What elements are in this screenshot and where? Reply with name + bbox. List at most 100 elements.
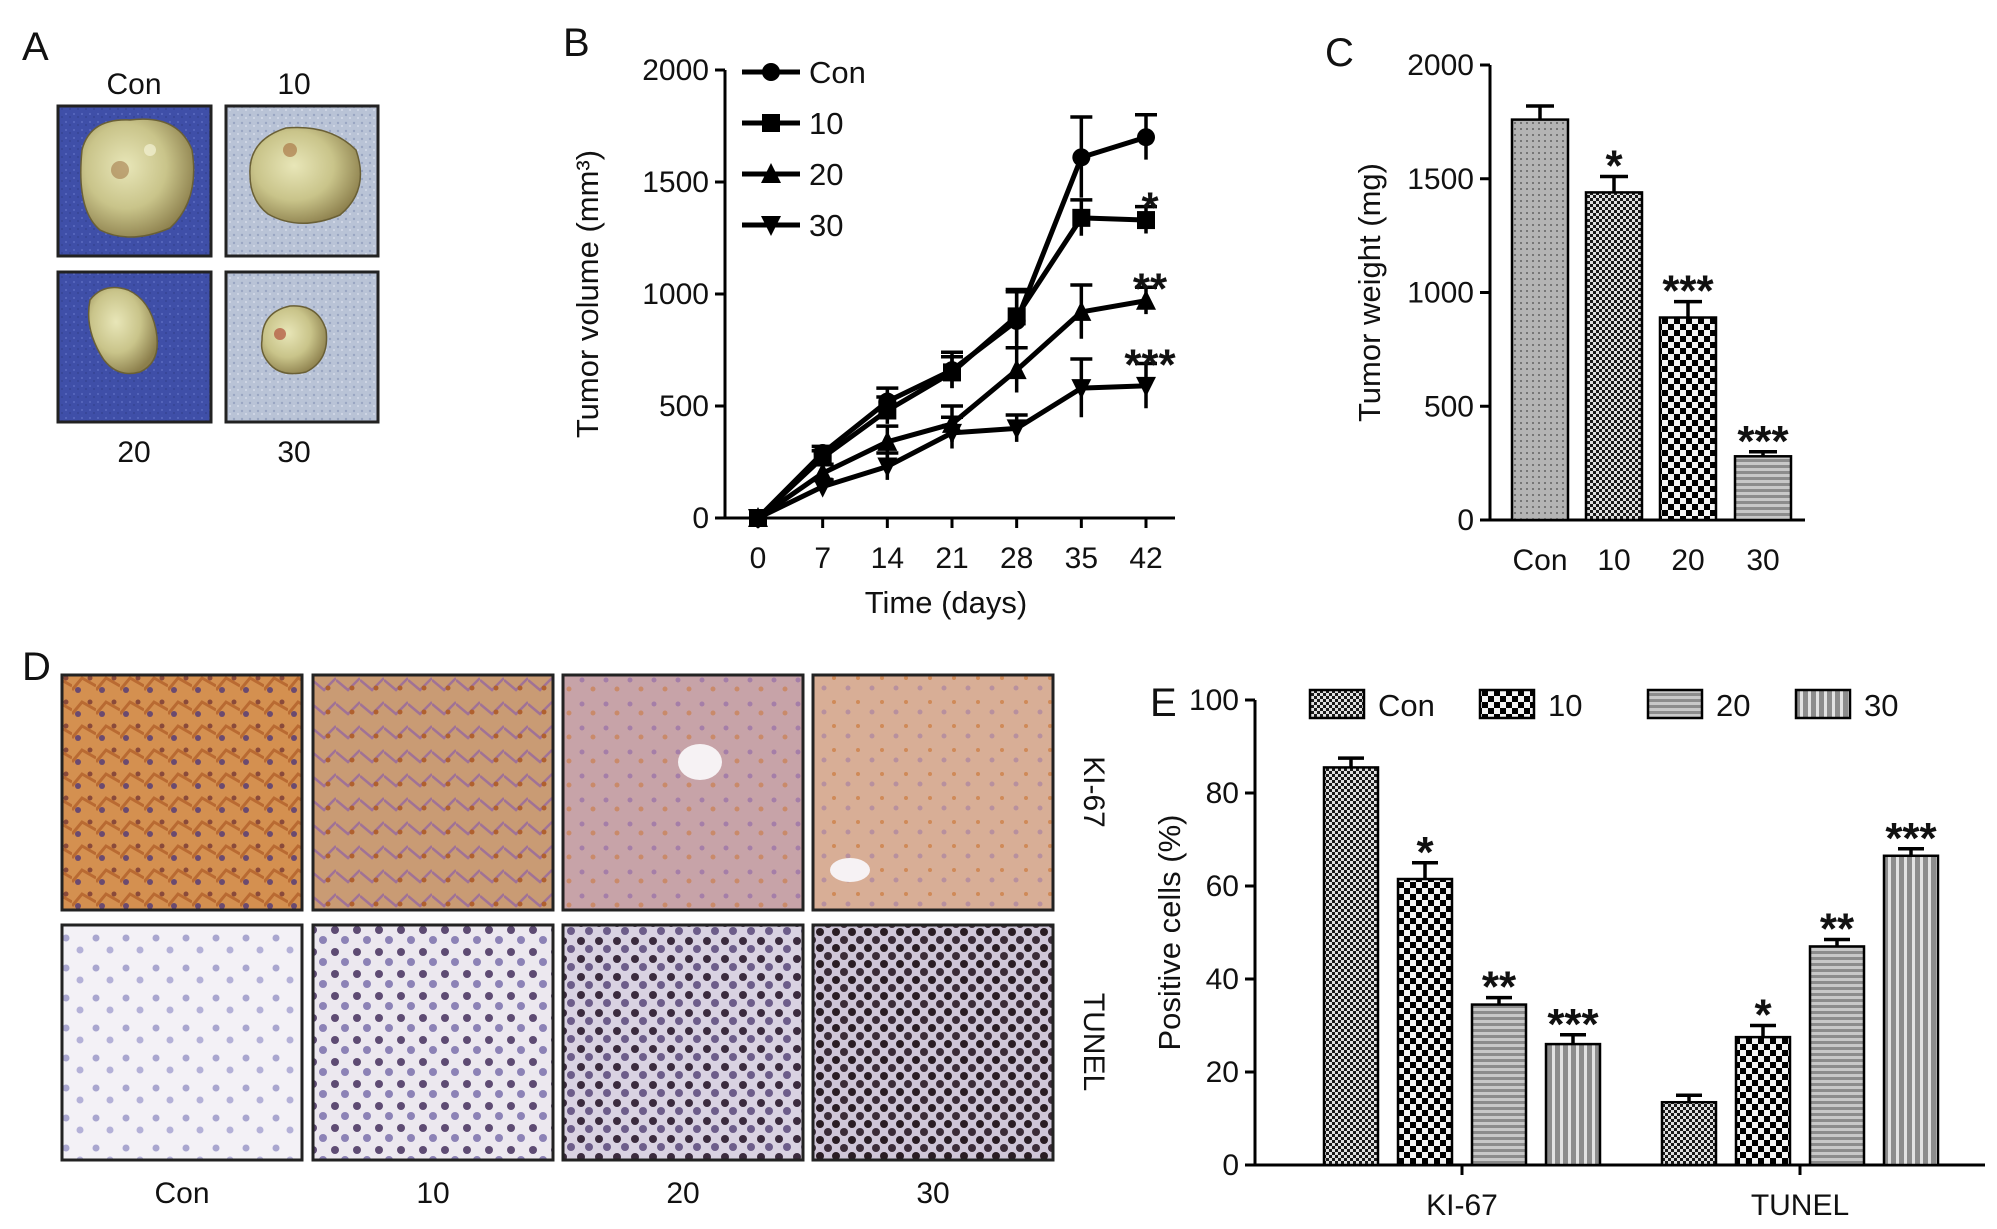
e-bar-tunel-20 bbox=[1808, 945, 1866, 1167]
b-series-con-point-35 bbox=[1072, 148, 1091, 167]
panel-d-caption-20: 20 bbox=[666, 1177, 699, 1210]
panel-d-caption-30: 30 bbox=[916, 1177, 949, 1210]
panel-a: A Con 10 20 30 bbox=[22, 25, 380, 469]
panel-c-label: C bbox=[1325, 31, 1354, 75]
b-series-con-legend-marker bbox=[762, 63, 780, 81]
b-x-tick-label-14: 14 bbox=[871, 542, 904, 575]
b-series-con: Con bbox=[742, 55, 1157, 527]
b-series-30: *** 30 bbox=[742, 208, 1177, 529]
c-y-tick-label-500: 500 bbox=[1424, 390, 1474, 423]
e-bar-tunel-con bbox=[1660, 1100, 1718, 1167]
e-legend-10-swatch bbox=[1478, 688, 1536, 720]
b-series-10: * 10 bbox=[742, 106, 1159, 527]
b-series-30-point-0 bbox=[748, 509, 768, 529]
b-series-10-legend-marker bbox=[762, 114, 780, 132]
e-bar-ki-67-30 bbox=[1544, 1042, 1602, 1167]
c-bar-10-error bbox=[1600, 174, 1628, 193]
b-series-10-significance: * bbox=[1141, 184, 1159, 233]
c-bar-10 bbox=[1584, 191, 1644, 522]
e-bar-ki-67-20 bbox=[1470, 1003, 1528, 1167]
b-series-10-point-42 bbox=[1137, 211, 1155, 230]
e-legend-30-label: 30 bbox=[1864, 688, 1898, 723]
e-legend-10-label: 10 bbox=[1548, 688, 1582, 723]
ihc-tunel-20 bbox=[561, 923, 805, 1162]
e-legend-con-swatch bbox=[1308, 688, 1366, 720]
e-y-tick-label-80: 80 bbox=[1206, 777, 1239, 810]
b-series-20-significance: ** bbox=[1133, 264, 1168, 313]
b-x-tick-label-0: 0 bbox=[750, 542, 767, 575]
panel-d-row-label-ki67: KI-67 bbox=[1077, 756, 1110, 828]
ihc-ki67-10 bbox=[311, 673, 555, 912]
e-bar-tunel-10 bbox=[1734, 1035, 1792, 1167]
e-bar-ki-67-30-significance: *** bbox=[1547, 1000, 1599, 1049]
c-y-axis-label: Tumor weight (mg) bbox=[1352, 163, 1387, 422]
panel-b-line-chart: B 0 500 1000 1500 2000 0 7 14 21 28 35 42 Time (days… bbox=[563, 21, 1177, 620]
panel-c-bar-chart: C 0 500 1000 1500 2000 Tumor weight (mg) Con 10… bbox=[1325, 31, 1805, 577]
c-x-tick-label-20: 20 bbox=[1671, 544, 1704, 577]
e-bar-ki-67-20-significance: ** bbox=[1482, 963, 1517, 1012]
b-x-tick-label-7: 7 bbox=[814, 542, 831, 575]
c-bar-20 bbox=[1658, 316, 1718, 522]
e-bar-tunel-30 bbox=[1882, 854, 1940, 1167]
ihc-ki67-30-lumen bbox=[830, 858, 870, 882]
b-series-30-legend-marker bbox=[761, 216, 781, 236]
tumor-photo-20 bbox=[56, 270, 213, 424]
e-bar-tunel-20-significance: ** bbox=[1820, 904, 1855, 953]
b-series-20-point-28 bbox=[1006, 359, 1027, 380]
b-y-axis-label: Tumor volume (mm³) bbox=[570, 150, 605, 438]
panel-d-row-label-tunel: TUNEL bbox=[1077, 993, 1110, 1091]
panel-a-caption-30: 30 bbox=[277, 436, 310, 469]
e-y-tick-label-60: 60 bbox=[1206, 870, 1239, 903]
b-series-20-legend-label: 20 bbox=[809, 157, 843, 192]
b-series-30-point-21 bbox=[942, 423, 962, 444]
e-legend-20-label: 20 bbox=[1716, 688, 1750, 723]
b-y-tick-label-1500: 1500 bbox=[642, 166, 709, 199]
c-y-tick-label-1500: 1500 bbox=[1407, 163, 1474, 196]
tumor-photo-10 bbox=[224, 104, 380, 258]
c-x-tick-label-10: 10 bbox=[1597, 544, 1630, 577]
b-series-10-point-21 bbox=[943, 363, 961, 382]
c-bar-con bbox=[1510, 118, 1570, 522]
e-legend-30-swatch bbox=[1794, 688, 1852, 720]
b-series-10-point-7 bbox=[813, 448, 832, 467]
panel-d-caption-con: Con bbox=[154, 1177, 209, 1210]
panel-a-label: A bbox=[22, 25, 49, 69]
panel-a-caption-20: 20 bbox=[117, 436, 150, 469]
b-x-axis-label: Time (days) bbox=[865, 585, 1027, 620]
b-series-10-point-28 bbox=[1007, 307, 1026, 326]
c-bar-30-significance: *** bbox=[1737, 417, 1789, 466]
b-series-30-point-7 bbox=[812, 477, 833, 498]
c-y-tick-label-1000: 1000 bbox=[1407, 277, 1474, 310]
e-y-tick-label-0: 0 bbox=[1222, 1149, 1239, 1182]
b-series-30-point-42 bbox=[1136, 376, 1156, 397]
b-x-tick-label-35: 35 bbox=[1065, 542, 1098, 575]
e-bar-tunel-10-significance: * bbox=[1754, 991, 1772, 1040]
tumor-photo-con bbox=[56, 104, 213, 258]
b-series-30-legend-label: 30 bbox=[809, 208, 843, 243]
e-bar-ki-67-10-error bbox=[1412, 861, 1438, 880]
b-series-10-legend-label: 10 bbox=[809, 106, 843, 141]
b-y-tick-label-500: 500 bbox=[659, 390, 709, 423]
panel-a-caption-con: Con bbox=[106, 68, 161, 101]
e-x-tick-label-tunel: TUNEL bbox=[1751, 1189, 1849, 1222]
b-series-20-legend-marker bbox=[761, 163, 781, 183]
b-series-30-significance: *** bbox=[1124, 340, 1176, 389]
panel-a-caption-10: 10 bbox=[277, 68, 310, 101]
c-y-tick-label-0: 0 bbox=[1457, 504, 1474, 537]
b-series-20-point-7 bbox=[812, 462, 833, 483]
c-bar-20-significance: *** bbox=[1662, 267, 1714, 316]
ihc-ki67-20-lumen bbox=[678, 744, 722, 780]
c-y-tick-label-2000: 2000 bbox=[1407, 49, 1474, 82]
e-bar-ki-67-con bbox=[1322, 766, 1380, 1167]
c-bar-con-error bbox=[1526, 104, 1554, 120]
b-x-tick-label-28: 28 bbox=[1000, 542, 1033, 575]
b-series-20-point-35 bbox=[1071, 300, 1092, 321]
ihc-tunel-30 bbox=[811, 923, 1055, 1162]
panel-d-caption-10: 10 bbox=[416, 1177, 449, 1210]
panel-d-label: D bbox=[22, 645, 51, 689]
panel-b-label: B bbox=[563, 21, 590, 65]
b-series-con-legend-label: Con bbox=[809, 55, 866, 90]
e-bar-ki-67-con-error bbox=[1338, 756, 1364, 768]
tumor-photo-30 bbox=[224, 270, 380, 424]
